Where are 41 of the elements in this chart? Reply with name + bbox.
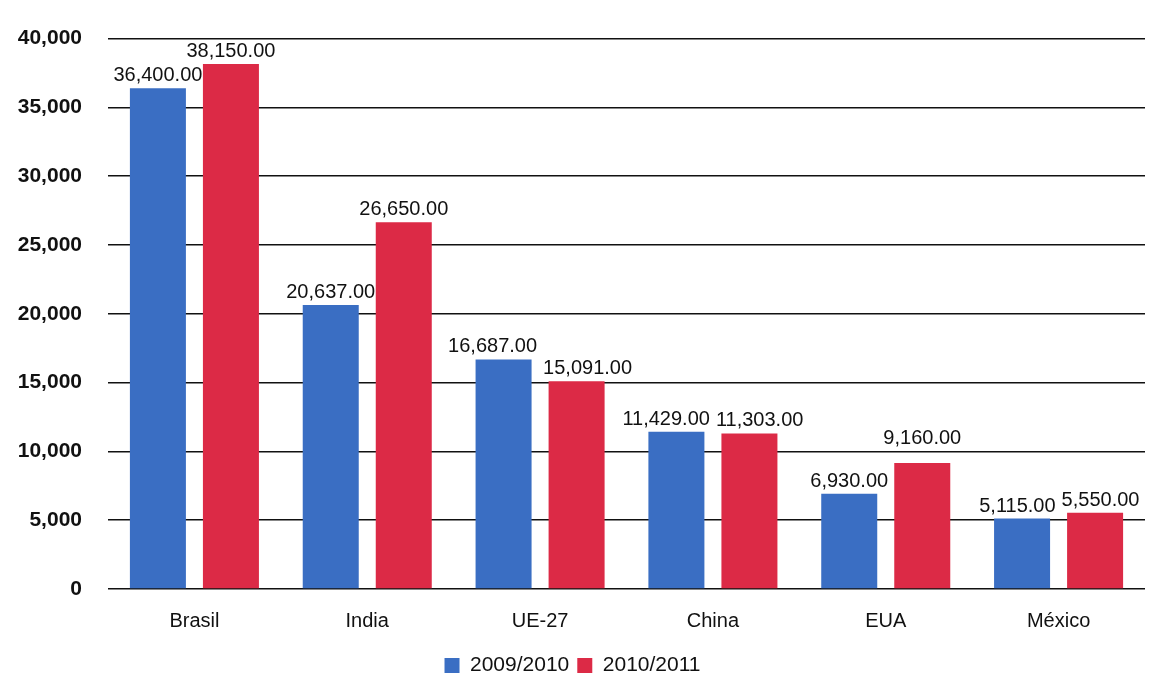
y-tick-label: 10,000 [17,438,82,462]
data-label: 36,400.00 [113,63,203,86]
data-label: 5,550.00 [1061,487,1140,510]
y-tick-label: 15,000 [17,369,82,393]
x-tick-label: México [1026,608,1091,631]
bar [375,222,432,589]
x-tick-label: UE-27 [511,608,569,631]
legend-label: 2010/2011 [602,652,701,676]
bar [994,518,1051,589]
data-label: 15,091.00 [543,356,633,379]
bar [129,88,186,589]
legend-label: 2009/2010 [470,652,570,676]
bar [548,381,605,589]
data-label: 11,429.00 [622,406,710,429]
data-label: 11,303.00 [715,408,804,431]
bar [475,359,532,589]
bar [302,305,359,589]
data-label: 9,160.00 [883,426,962,449]
data-label: 16,687.00 [448,334,538,357]
bar [202,64,259,589]
bar [894,462,951,589]
y-tick-label: 5,000 [29,507,82,530]
data-label: 26,650.00 [359,197,449,220]
data-label: 38,150.00 [186,39,276,62]
bar [1067,512,1124,589]
bar [721,433,778,589]
y-tick-label: 0 [70,575,82,599]
bar [821,493,878,589]
x-tick-label: India [345,608,390,631]
y-tick-label: 30,000 [17,163,82,186]
y-tick-label: 20,000 [17,300,82,324]
y-tick-label: 25,000 [17,231,82,255]
x-tick-label: Brasil [169,608,220,631]
bar [648,431,705,589]
x-tick-label: EUA [865,608,907,631]
x-tick-label: China [686,608,740,631]
data-label: 6,930.00 [810,468,889,491]
y-tick-label: 35,000 [17,94,82,118]
data-label: 20,637.00 [286,280,376,303]
y-tick-label: 40,000 [17,25,82,49]
data-label: 5,115.00 [979,493,1056,516]
